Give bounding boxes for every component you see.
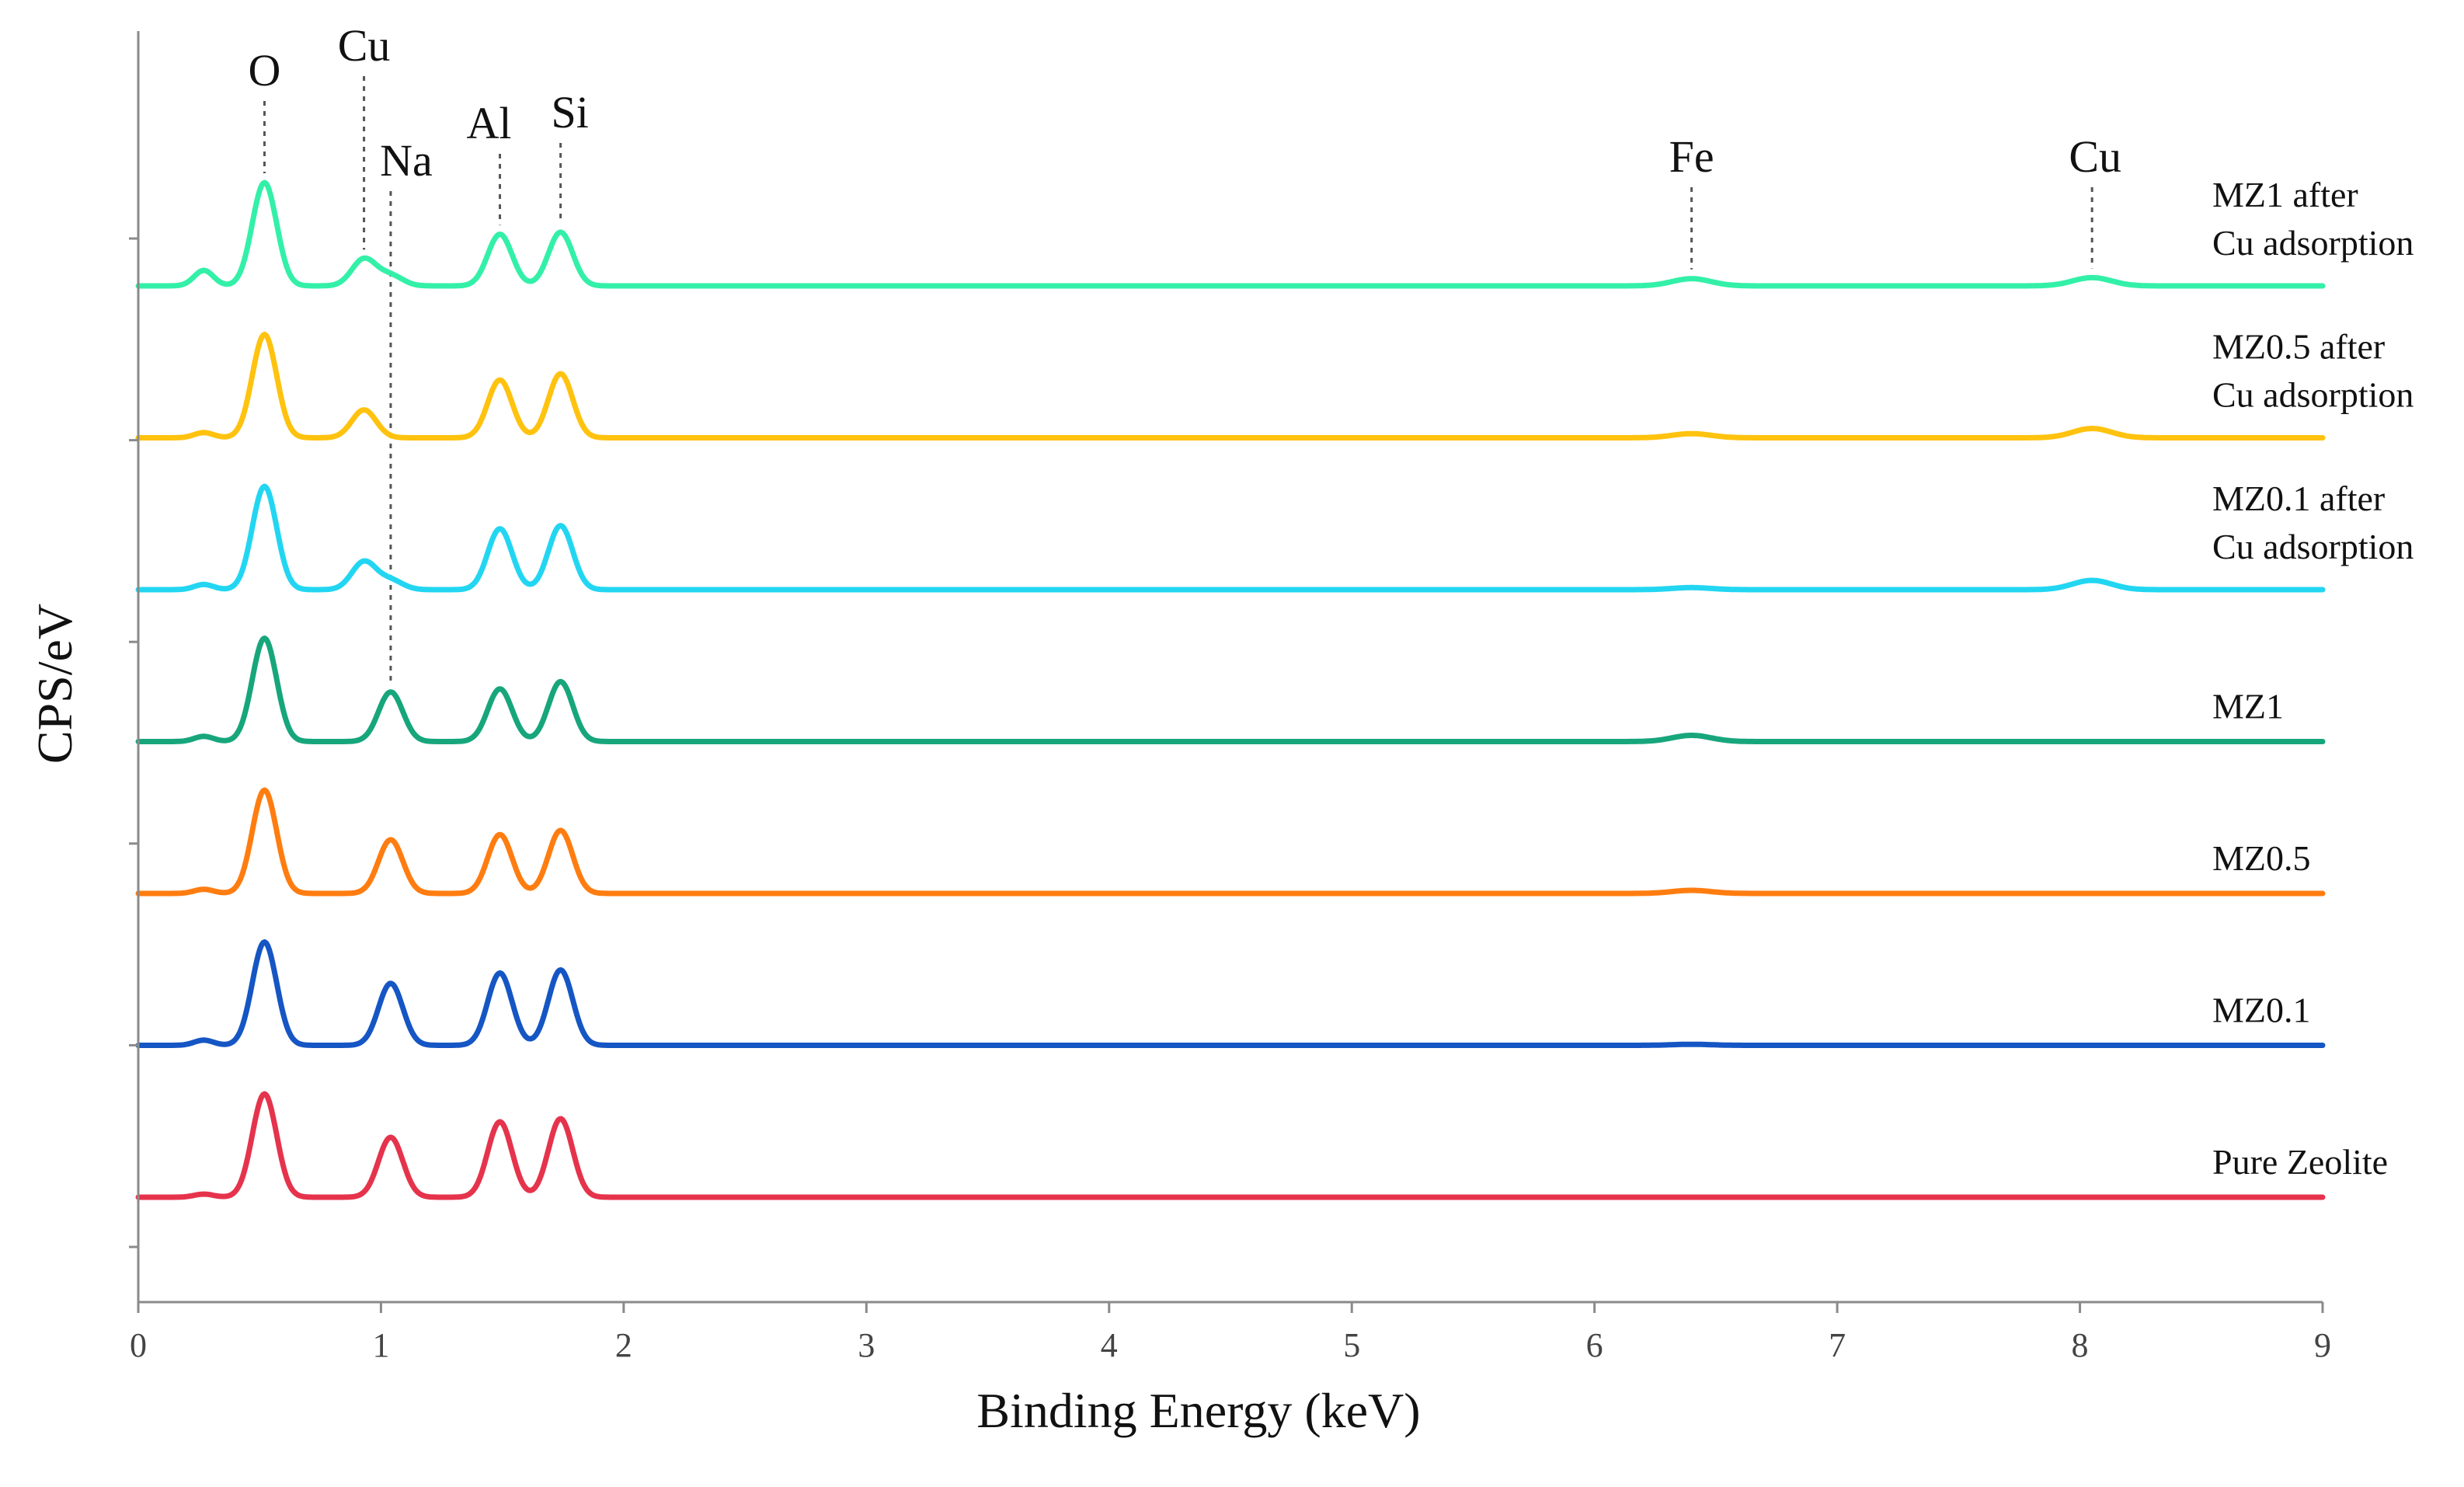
series-line-mz1 <box>135 636 2326 744</box>
x-axis-title: Binding Energy (keV) <box>976 1383 1420 1438</box>
x-tick-label: 4 <box>1101 1326 1118 1364</box>
series-line-mz0-1-after-cu-adsorption <box>135 483 2326 593</box>
series-label: MZ0.1 <box>2212 991 2311 1030</box>
x-tick-label: 3 <box>858 1326 875 1364</box>
series-label: MZ1 <box>2212 687 2284 726</box>
element-label-al: Al <box>467 98 512 148</box>
series-label: MZ0.5 after <box>2212 327 2385 367</box>
series-line-pure-zeolite <box>135 1091 2326 1200</box>
series-line-mz0-5 <box>135 787 2326 897</box>
series-label: MZ0.5 <box>2212 838 2311 878</box>
annotation-labels: MZ1 after Cu adsorption MZ0.5 after Cu adso… <box>249 20 2414 1182</box>
x-tick-label: 8 <box>2072 1326 2089 1364</box>
x-tick-label: 1 <box>372 1326 389 1364</box>
x-tick-label: 0 <box>130 1326 147 1364</box>
series-label: Pure Zeolite <box>2212 1142 2388 1182</box>
x-tick-label: 2 <box>615 1326 632 1364</box>
x-tick-label: 7 <box>1829 1326 1846 1364</box>
series-label: Cu adsorption <box>2212 375 2414 415</box>
y-axis-title: CPS/eV <box>27 604 82 764</box>
x-tick-label: 9 <box>2314 1326 2331 1364</box>
series-label: MZ0.1 after <box>2212 479 2385 518</box>
element-label-na: Na <box>380 135 433 186</box>
series-line-mz0-5-after-cu-adsorption <box>135 332 2326 441</box>
element-label-cu: Cu <box>338 20 391 71</box>
axes: 0 1 2 3 4 5 6 7 8 9 <box>129 31 2331 1364</box>
spectra-series <box>135 179 2326 1200</box>
x-tick-label: 6 <box>1586 1326 1603 1364</box>
element-label-fe: Fe <box>1669 131 1714 182</box>
x-tick-label: 5 <box>1343 1326 1360 1364</box>
series-line-mz0-1 <box>135 939 2326 1048</box>
element-label-o: O <box>249 45 281 96</box>
series-label: Cu adsorption <box>2212 527 2414 566</box>
element-label-si: Si <box>551 87 588 138</box>
series-label: Cu adsorption <box>2212 223 2414 263</box>
series-line-mz1-after-cu-adsorption <box>135 179 2326 289</box>
series-label: MZ1 after <box>2212 175 2358 214</box>
element-label-cu: Cu <box>2069 131 2121 182</box>
